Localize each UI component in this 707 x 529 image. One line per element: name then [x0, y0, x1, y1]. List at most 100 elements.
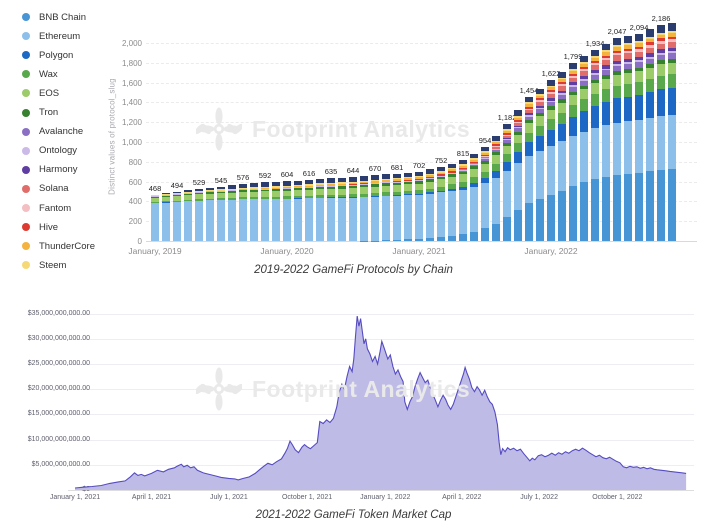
- bar-segment-steem: [580, 62, 588, 64]
- stacked-bar-2022-12[interactable]: [668, 22, 676, 241]
- bar-segment-other: [613, 38, 621, 46]
- protocols-by-chain-chart[interactable]: BNB Chain Ethereum Polygon Wax EOS Tron Avalan…: [0, 0, 707, 292]
- stacked-bar-2020-02[interactable]: [294, 180, 302, 241]
- bar-segment-eos: [371, 186, 379, 194]
- y-axis-tick-label: $5,000,000,000.00: [31, 460, 90, 468]
- bar-segment-ontology: [404, 180, 412, 182]
- legend-item-harmony[interactable]: Harmony: [22, 163, 78, 177]
- stacked-bar-2022-04[interactable]: [580, 56, 588, 241]
- stacked-bar-2021-01[interactable]: [415, 171, 423, 241]
- legend-item-fantom[interactable]: Fantom: [22, 201, 71, 215]
- stacked-bar-2022-02[interactable]: [558, 71, 566, 241]
- bar-segment-ontology: [514, 127, 522, 129]
- stacked-bar-2019-05[interactable]: [195, 188, 203, 241]
- stacked-bar-2020-09[interactable]: [371, 174, 379, 241]
- stacked-bar-2019-09[interactable]: [239, 183, 247, 241]
- legend-item-ontology[interactable]: Ontology: [22, 144, 77, 158]
- bar-segment-tron: [569, 91, 577, 95]
- legend-item-thundercore[interactable]: ThunderCore: [22, 239, 95, 253]
- bar-segment-other: [536, 88, 544, 94]
- stacked-bar-2021-02[interactable]: [426, 169, 434, 241]
- gridline: [68, 313, 694, 315]
- bar-segment-ethereum: [602, 125, 610, 177]
- stacked-bar-2019-07[interactable]: [217, 187, 225, 241]
- bar-segment-bnb-chain: [657, 169, 665, 241]
- stacked-bar-2022-01[interactable]: [547, 80, 555, 241]
- stacked-bar-2021-03[interactable]: [437, 166, 445, 241]
- stacked-bar-2019-12[interactable]: [272, 181, 280, 241]
- stacked-bar-2020-05[interactable]: [327, 178, 335, 241]
- bar-segment-other: [547, 80, 555, 86]
- stacked-bar-2020-12[interactable]: [404, 172, 412, 242]
- bar-segment-avalanche: [624, 63, 632, 70]
- stacked-bar-2021-04[interactable]: [448, 163, 456, 241]
- legend-item-ethereum[interactable]: Ethereum: [22, 29, 80, 43]
- y-axis-tick-label: $10,000,000,000.00: [27, 435, 90, 443]
- stacked-bar-2021-07[interactable]: [481, 146, 489, 241]
- legend-item-avalanche[interactable]: Avalanche: [22, 125, 83, 139]
- bar-segment-ontology: [261, 189, 269, 190]
- bar-segment-hive: [558, 82, 566, 85]
- stacked-bar-2020-07[interactable]: [349, 177, 357, 241]
- market-cap-area-plot[interactable]: [0, 292, 707, 529]
- stacked-bar-2020-06[interactable]: [338, 177, 346, 241]
- legend-item-tron[interactable]: Tron: [22, 106, 58, 120]
- stacked-bar-2019-01[interactable]: [151, 194, 159, 241]
- stacked-bar-2022-05[interactable]: [591, 49, 599, 241]
- stacked-bar-2022-08[interactable]: [624, 35, 632, 241]
- stacked-bar-2019-10[interactable]: [250, 183, 258, 241]
- stacked-bar-2020-01[interactable]: [283, 181, 291, 241]
- legend-color-dot: [22, 70, 30, 79]
- stacked-bar-2020-11[interactable]: [393, 173, 401, 241]
- stacked-bar-2021-12[interactable]: [536, 88, 544, 241]
- bar-plot-area[interactable]: 0 200 400 600 800 1,000 1,200 1,400 1,600 1,800 2,…: [0, 0, 707, 292]
- bar-segment-fantom: [635, 49, 643, 52]
- bar-segment-hive: [426, 176, 434, 179]
- legend-item-solana[interactable]: Solana: [22, 182, 69, 196]
- stacked-bar-2022-03[interactable]: [569, 62, 577, 241]
- bar-segment-thundercore: [327, 184, 335, 186]
- stacked-bar-2022-10[interactable]: [646, 29, 654, 241]
- stacked-bar-2022-09[interactable]: [635, 33, 643, 241]
- stacked-bar-2019-08[interactable]: [228, 185, 236, 241]
- bar-segment-ontology: [602, 68, 610, 71]
- legend-item-bnb-chain[interactable]: BNB Chain: [22, 10, 86, 24]
- stacked-bar-2020-03[interactable]: [305, 180, 313, 241]
- stacked-bar-2020-10[interactable]: [382, 174, 390, 241]
- stacked-bar-2022-11[interactable]: [657, 24, 665, 241]
- bar-segment-polygon: [437, 190, 445, 193]
- stacked-bar-2019-03[interactable]: [173, 192, 181, 241]
- stacked-bar-2019-02[interactable]: [162, 193, 170, 241]
- stacked-bar-2020-04[interactable]: [316, 179, 324, 241]
- bar-segment-fantom: [668, 39, 676, 42]
- stacked-bar-2022-07[interactable]: [613, 38, 621, 241]
- legend-label: Wax: [39, 68, 58, 80]
- gridline: [146, 142, 697, 143]
- stacked-bar-2021-08[interactable]: [492, 136, 500, 241]
- gridline: [146, 62, 697, 64]
- stacked-bar-2019-11[interactable]: [261, 182, 269, 241]
- top-chart-title: 2019-2022 GameFi Protocols by Chain: [254, 264, 453, 276]
- legend-item-hive[interactable]: Hive: [22, 220, 58, 234]
- legend-item-eos[interactable]: EOS: [22, 86, 59, 100]
- stacked-bar-2019-06[interactable]: [206, 187, 214, 241]
- stacked-bar-2021-11[interactable]: [525, 97, 533, 241]
- stacked-bar-2020-08[interactable]: [360, 175, 368, 241]
- legend-item-wax[interactable]: Wax: [22, 67, 58, 81]
- stacked-bar-2021-06[interactable]: [470, 153, 478, 241]
- bar-segment-tron: [261, 189, 269, 192]
- bar-segment-ontology: [415, 180, 423, 182]
- stacked-bar-2021-09[interactable]: [503, 123, 511, 241]
- market-cap-chart[interactable]: $0$5,000,000,000.00$10,000,000,000.00$15…: [0, 292, 707, 529]
- bar-segment-ethereum: [184, 201, 192, 241]
- stacked-bar-2019-04[interactable]: [184, 190, 192, 241]
- stacked-bar-2022-06[interactable]: [602, 43, 610, 241]
- bar-segment-fantom: [613, 53, 621, 56]
- legend-item-steem[interactable]: Steem: [22, 258, 66, 272]
- legend-item-polygon[interactable]: Polygon: [22, 48, 73, 62]
- stacked-bar-2021-10[interactable]: [514, 110, 522, 241]
- bar-segment-ontology: [316, 186, 324, 188]
- bar-segment-ontology: [228, 190, 236, 191]
- stacked-bar-2021-05[interactable]: [459, 160, 467, 241]
- bar-segment-bnb-chain: [646, 171, 654, 241]
